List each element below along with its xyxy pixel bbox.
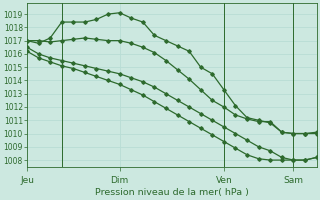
X-axis label: Pression niveau de la mer( hPa ): Pression niveau de la mer( hPa ) [95,188,249,197]
